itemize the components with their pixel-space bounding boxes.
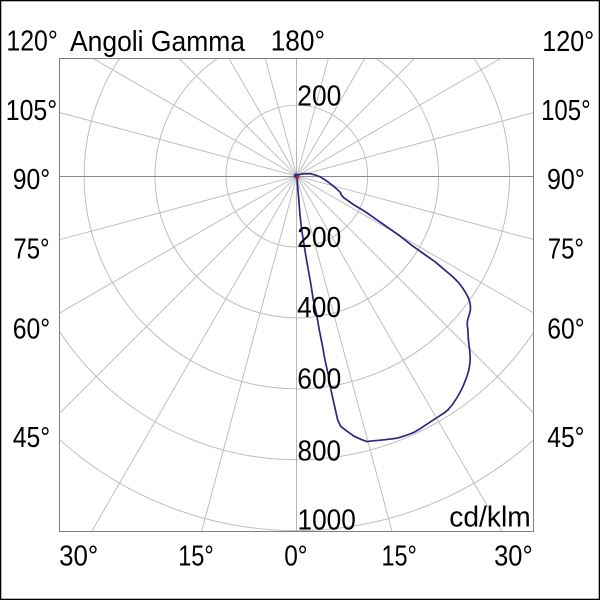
- svg-text:105°: 105°: [6, 95, 57, 127]
- svg-text:Angoli Gamma: Angoli Gamma: [70, 26, 245, 58]
- svg-text:200: 200: [297, 222, 341, 254]
- svg-text:75°: 75°: [13, 234, 49, 266]
- svg-text:800: 800: [298, 435, 342, 467]
- svg-text:120°: 120°: [542, 26, 594, 58]
- svg-text:60°: 60°: [547, 314, 584, 346]
- svg-text:200: 200: [297, 80, 341, 112]
- svg-text:120°: 120°: [6, 26, 57, 58]
- svg-text:15°: 15°: [381, 541, 417, 573]
- svg-text:90°: 90°: [547, 164, 585, 196]
- svg-text:60°: 60°: [13, 314, 50, 346]
- svg-text:400: 400: [297, 292, 341, 324]
- svg-text:45°: 45°: [13, 422, 50, 454]
- svg-text:15°: 15°: [178, 541, 214, 573]
- svg-text:1000: 1000: [298, 504, 356, 536]
- svg-text:30°: 30°: [59, 541, 98, 573]
- svg-text:180°: 180°: [271, 26, 325, 58]
- svg-text:75°: 75°: [548, 234, 584, 266]
- svg-text:600: 600: [297, 364, 341, 396]
- svg-text:45°: 45°: [547, 422, 584, 454]
- svg-text:30°: 30°: [494, 541, 533, 573]
- svg-text:105°: 105°: [541, 95, 591, 127]
- svg-text:90°: 90°: [13, 164, 50, 196]
- svg-text:cd/klm: cd/klm: [449, 502, 530, 534]
- svg-text:0°: 0°: [284, 541, 307, 573]
